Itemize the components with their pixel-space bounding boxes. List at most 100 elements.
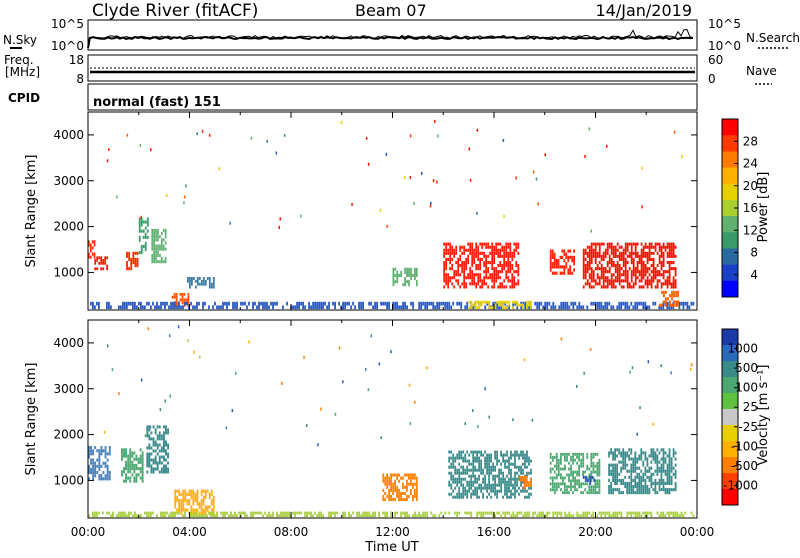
power-region-8 — [414, 277, 416, 281]
power-region-6 — [189, 282, 191, 286]
velocity-region-1 — [125, 454, 127, 458]
velocity-sparse-echo — [159, 408, 162, 412]
velocity-region-6 — [456, 492, 459, 496]
power-region-7 — [546, 301, 549, 306]
velocity-region-1 — [141, 464, 144, 468]
velocity-region-8 — [564, 488, 566, 492]
power-region-12 — [604, 248, 607, 252]
velocity-region-3 — [198, 502, 201, 506]
velocity-region-8 — [582, 461, 585, 465]
power-region-12 — [668, 251, 671, 255]
velocity-region-9 — [632, 485, 635, 489]
velocity-region-0 — [90, 446, 92, 450]
velocity-region-8 — [570, 455, 572, 459]
velocity-region-4 — [386, 514, 388, 518]
velocity-region-6 — [476, 468, 478, 472]
velocity-region-6 — [480, 465, 482, 469]
velocity-region-1 — [129, 464, 132, 468]
power-region-7 — [484, 305, 487, 310]
velocity-region-9 — [616, 472, 618, 476]
velocity-region-8 — [594, 485, 597, 489]
power-region-12 — [586, 245, 589, 249]
velocity-region-3 — [176, 495, 179, 500]
power-region-12 — [632, 257, 635, 261]
power-region-7 — [412, 305, 414, 310]
power-ytick-label: 4000 — [53, 128, 84, 142]
velocity-region-3 — [182, 489, 185, 493]
power-sparse-echo — [218, 167, 221, 171]
power-region-12 — [632, 251, 635, 255]
velocity-region-6 — [526, 453, 528, 457]
power-region-9 — [479, 279, 482, 283]
velocity-region-4 — [268, 511, 270, 515]
power-region-9 — [469, 242, 472, 246]
velocity-region-8 — [578, 467, 580, 471]
power-region-4 — [162, 247, 165, 251]
velocity-region-4 — [162, 514, 164, 518]
power-sparse-echo — [183, 195, 186, 199]
nsearch-label: N.Search — [746, 31, 800, 45]
velocity-region-9 — [642, 485, 645, 489]
velocity-region-8 — [598, 473, 601, 477]
velocity-region-6 — [476, 453, 478, 457]
velocity-region-6 — [510, 453, 512, 457]
power-region-7 — [216, 305, 218, 310]
power-region-1 — [94, 259, 97, 262]
power-region-12 — [594, 261, 597, 265]
power-region-9 — [445, 245, 448, 249]
power-region-7 — [592, 301, 595, 306]
velocity-region-2 — [146, 434, 149, 438]
power-region-12 — [604, 267, 607, 271]
velocity-region-9 — [608, 488, 610, 492]
power-region-2 — [134, 251, 137, 255]
power-region-12 — [624, 245, 627, 249]
velocity-region-2 — [152, 470, 155, 474]
power-region-2 — [126, 251, 128, 255]
velocity-region-2 — [163, 449, 165, 453]
power-region-9 — [513, 279, 516, 283]
velocity-region-1 — [129, 467, 132, 471]
velocity-region-2 — [163, 446, 165, 450]
velocity-region-4 — [692, 514, 695, 518]
power-region-13 — [663, 300, 665, 304]
velocity-region-4 — [364, 511, 366, 515]
power-region-12 — [646, 267, 649, 271]
velocity-region-4 — [288, 511, 290, 515]
velocity-region-4 — [400, 511, 402, 515]
power-region-7 — [170, 301, 172, 306]
power-region-9 — [455, 251, 458, 255]
velocity-region-6 — [472, 450, 475, 454]
velocity-region-6 — [528, 492, 530, 496]
power-region-4 — [159, 244, 161, 248]
velocity-region-4 — [106, 511, 108, 515]
power-region-12 — [610, 273, 613, 277]
velocity-region-6 — [514, 477, 516, 481]
power-region-5 — [175, 295, 178, 299]
power-region-12 — [598, 248, 601, 252]
power-region-12 — [640, 242, 643, 246]
power-region-7 — [392, 305, 394, 310]
power-region-9 — [475, 273, 478, 277]
power-region-12 — [610, 242, 613, 246]
power-region-9 — [517, 282, 520, 286]
power-region-12 — [666, 254, 669, 258]
velocity-region-6 — [510, 492, 512, 496]
power-region-9 — [499, 270, 502, 274]
velocity-region-4 — [216, 511, 218, 515]
velocity-region-4 — [134, 514, 136, 518]
power-region-9 — [487, 242, 490, 246]
freq-label: Freq. — [4, 53, 34, 67]
velocity-region-9 — [638, 466, 641, 470]
velocity-region-6 — [460, 492, 463, 496]
power-region-9 — [469, 273, 472, 277]
velocity-region-2 — [146, 470, 149, 474]
power-region-9 — [487, 285, 490, 289]
power-region-11 — [549, 252, 552, 256]
power-region-12 — [586, 270, 589, 274]
power-region-7 — [562, 305, 565, 310]
velocity-region-6 — [494, 453, 496, 457]
power-region-1 — [98, 256, 101, 260]
power-region-12 — [636, 264, 639, 268]
velocity-region-10 — [591, 475, 594, 479]
velocity-region-2 — [146, 461, 149, 465]
